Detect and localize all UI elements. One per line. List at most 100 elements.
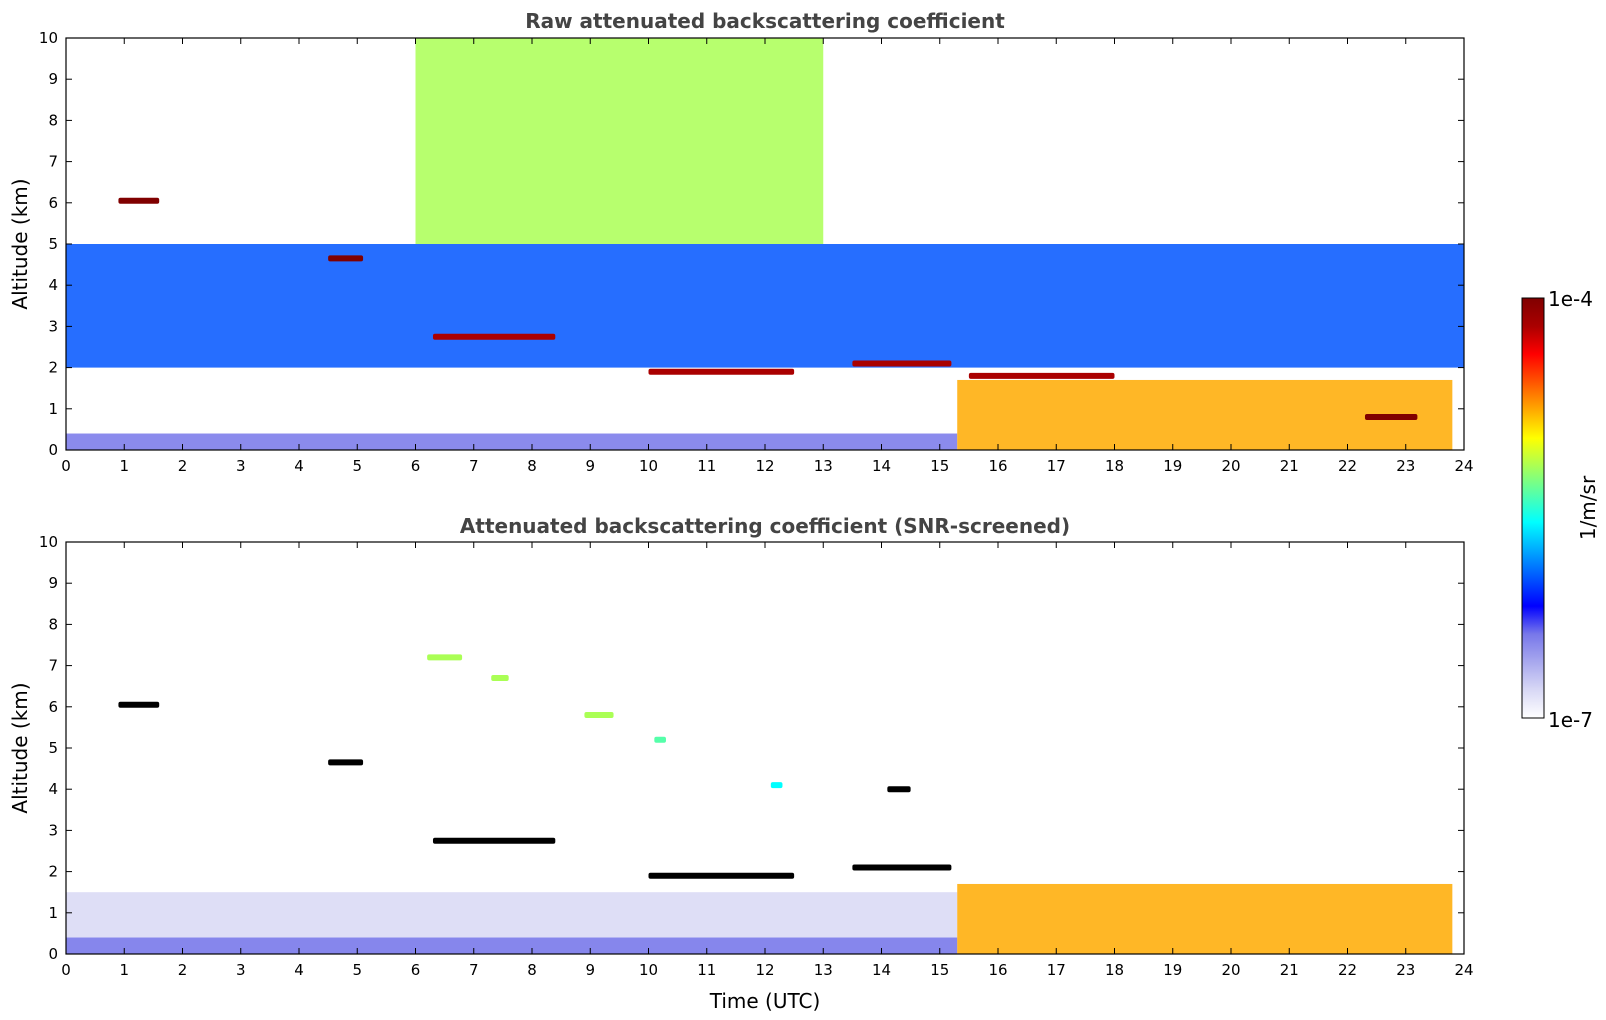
x-tick-label: 24 xyxy=(1454,961,1473,979)
heatmap-layer xyxy=(66,937,958,954)
y-tick-label: 4 xyxy=(48,780,58,798)
x-tick-label: 11 xyxy=(697,961,716,979)
x-tick-label: 23 xyxy=(1396,457,1415,475)
y-tick-label: 2 xyxy=(48,359,58,377)
heatmap-layer xyxy=(66,244,1464,368)
cloud-layer-feature xyxy=(427,654,463,661)
y-tick-label: 10 xyxy=(39,533,58,551)
y-tick-label: 0 xyxy=(48,441,58,459)
x-tick-label: 18 xyxy=(1105,961,1124,979)
y-tick-label: 6 xyxy=(48,698,58,716)
x-tick-label: 1 xyxy=(119,961,129,979)
x-tick-label: 6 xyxy=(411,961,421,979)
x-axis-ticks-screened: 0 1 2 3 4 5 6 7 8 9 10 11 12 13 14 15 16 17 18 19 20 21 22 23 24 xyxy=(61,542,1474,979)
cloud-layer-feature xyxy=(852,864,952,871)
y-tick-label: 10 xyxy=(39,29,58,47)
x-tick-label: 22 xyxy=(1338,457,1357,475)
x-tick-label: 14 xyxy=(872,457,891,475)
panel-raw: Raw attenuated backscattering coefficien… xyxy=(8,9,1474,475)
x-tick-label: 7 xyxy=(469,961,479,979)
cloud-layer-feature xyxy=(118,197,160,204)
cloud-layer-feature xyxy=(654,736,666,743)
y-tick-label: 4 xyxy=(48,276,58,294)
cloud-layer-feature xyxy=(491,674,509,681)
cloud-layer-feature xyxy=(1364,414,1418,421)
cloud-layer-feature xyxy=(328,255,364,262)
x-tick-label: 19 xyxy=(1163,961,1182,979)
x-tick-label: 20 xyxy=(1221,961,1240,979)
panel-screened: Attenuated backscattering coefficient (S… xyxy=(8,514,1474,1013)
y-tick-label: 6 xyxy=(48,194,58,212)
y-tick-label: 3 xyxy=(48,317,58,335)
cloud-layer-feature xyxy=(852,360,952,367)
x-tick-label: 11 xyxy=(697,457,716,475)
x-tick-label: 7 xyxy=(469,457,479,475)
y-tick-label: 5 xyxy=(48,739,58,757)
x-tick-label: 15 xyxy=(930,961,949,979)
x-tick-label: 5 xyxy=(352,961,362,979)
x-tick-label: 3 xyxy=(236,961,246,979)
cloud-layer-feature xyxy=(648,872,795,879)
y-tick-label: 1 xyxy=(48,400,58,418)
colorbar-gradient xyxy=(1521,297,1545,719)
x-tick-label: 2 xyxy=(178,457,188,475)
x-tick-label: 8 xyxy=(527,457,537,475)
x-axis-label-screened: Time (UTC) xyxy=(709,989,821,1013)
heatmap-raw xyxy=(66,38,1464,450)
cloud-layer-feature xyxy=(432,333,556,340)
y-tick-label: 2 xyxy=(48,863,58,881)
cloud-layer-feature xyxy=(968,372,1115,379)
x-tick-label: 17 xyxy=(1047,457,1066,475)
y-axis-label-raw: Altitude (km) xyxy=(8,178,32,309)
y-axis-ticks-raw: 0 1 2 3 4 5 6 7 8 9 10 xyxy=(39,29,1464,459)
x-axis-ticks-raw: 0 1 2 3 4 5 6 7 8 9 10 11 12 13 14 15 16 17 18 19 20 21 22 23 24 xyxy=(61,38,1474,475)
x-tick-label: 16 xyxy=(988,457,1007,475)
x-tick-label: 10 xyxy=(639,961,658,979)
x-tick-label: 14 xyxy=(872,961,891,979)
x-tick-label: 0 xyxy=(61,457,71,475)
x-tick-label: 12 xyxy=(755,457,774,475)
cloud-layer-feature xyxy=(887,786,911,793)
x-tick-label: 24 xyxy=(1454,457,1473,475)
y-tick-label: 9 xyxy=(48,70,58,88)
x-tick-label: 10 xyxy=(639,457,658,475)
cloud-layer-feature xyxy=(770,782,783,789)
y-tick-label: 5 xyxy=(48,235,58,253)
colorbar-max-label: 1e-4 xyxy=(1548,287,1593,311)
x-tick-label: 0 xyxy=(61,961,71,979)
x-tick-label: 19 xyxy=(1163,457,1182,475)
heatmap-layer xyxy=(66,433,958,450)
x-tick-label: 15 xyxy=(930,457,949,475)
x-tick-label: 2 xyxy=(178,961,188,979)
x-tick-label: 8 xyxy=(527,961,537,979)
x-tick-label: 20 xyxy=(1221,457,1240,475)
heatmap-screened xyxy=(66,654,1453,954)
x-tick-label: 12 xyxy=(755,961,774,979)
heatmap-layer xyxy=(415,38,824,244)
x-tick-label: 22 xyxy=(1338,961,1357,979)
y-tick-label: 1 xyxy=(48,904,58,922)
x-tick-label: 21 xyxy=(1280,961,1299,979)
x-tick-label: 17 xyxy=(1047,961,1066,979)
x-tick-label: 18 xyxy=(1105,457,1124,475)
x-tick-label: 1 xyxy=(119,457,129,475)
x-tick-label: 5 xyxy=(352,457,362,475)
y-tick-label: 8 xyxy=(48,615,58,633)
cloud-layer-feature xyxy=(118,701,160,708)
x-tick-label: 6 xyxy=(411,457,421,475)
x-tick-label: 4 xyxy=(294,961,304,979)
panel-title-screened: Attenuated backscattering coefficient (S… xyxy=(460,514,1070,538)
cloud-layer-feature xyxy=(584,712,614,719)
y-axis-ticks-screened: 0 1 2 3 4 5 6 7 8 9 10 xyxy=(39,533,1464,963)
y-tick-label: 7 xyxy=(48,153,58,171)
y-tick-label: 7 xyxy=(48,657,58,675)
colorbar-min-label: 1e-7 xyxy=(1548,708,1593,732)
heatmap-layer xyxy=(957,883,1453,954)
colorbar: 1e-4 1e-7 1/m/sr xyxy=(1521,287,1600,732)
x-tick-label: 13 xyxy=(814,457,833,475)
colorbar-unit-label: 1/m/sr xyxy=(1576,475,1600,540)
y-tick-label: 8 xyxy=(48,111,58,129)
y-tick-label: 3 xyxy=(48,821,58,839)
y-tick-label: 9 xyxy=(48,574,58,592)
